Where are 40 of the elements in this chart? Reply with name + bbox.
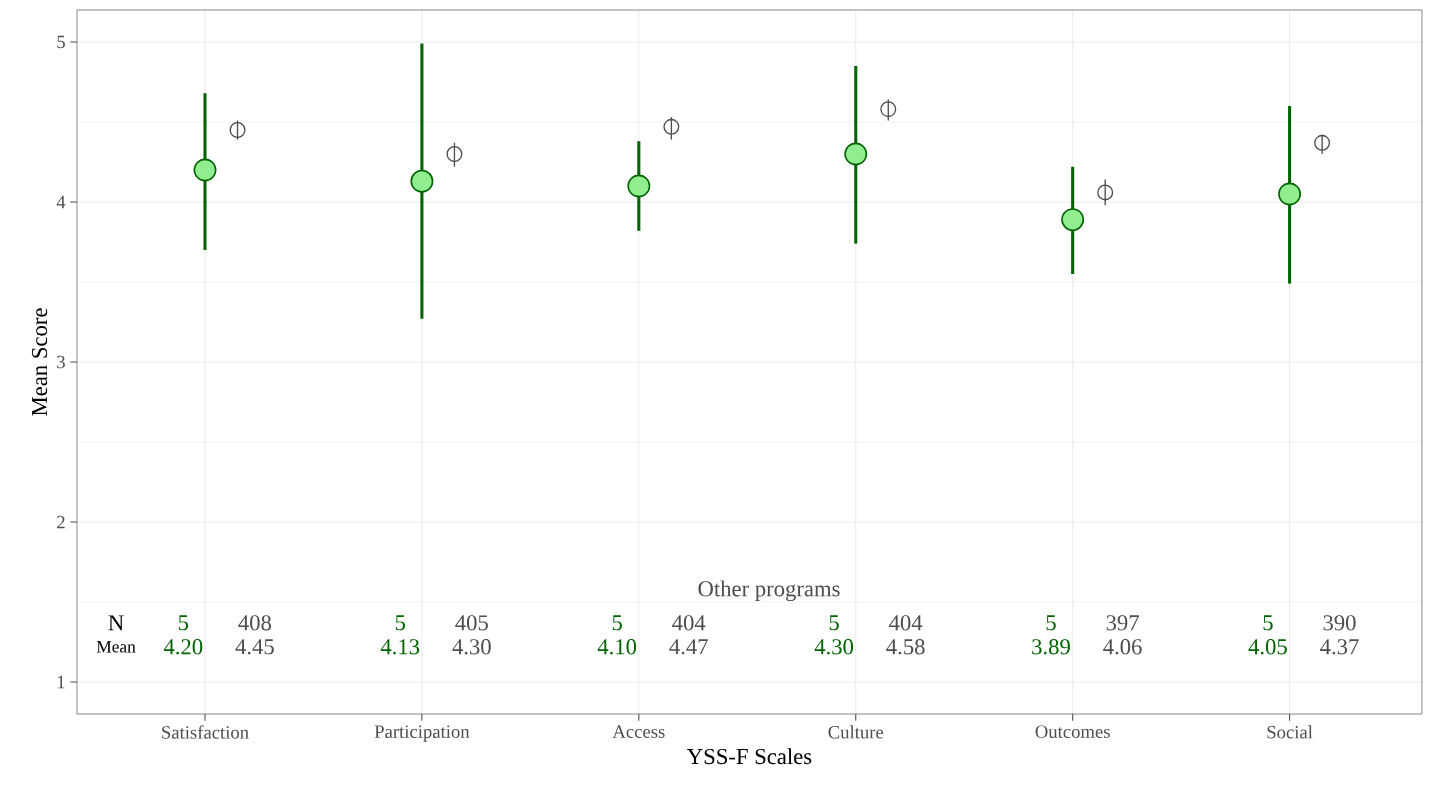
annotation: 4.37	[1320, 639, 1359, 655]
annotation: 4.20	[163, 639, 203, 655]
annotation: 404	[889, 615, 923, 631]
y-tick-label: 1	[57, 675, 65, 689]
y-tick-label: 5	[57, 35, 65, 49]
x-tick-label: Social	[1267, 725, 1313, 739]
annotation: 4.58	[886, 639, 925, 655]
annotation: 408	[238, 615, 272, 631]
y-tick-label: 3	[57, 355, 65, 369]
annotation: Mean	[96, 641, 136, 653]
annotation: 4.30	[814, 639, 854, 655]
annotation: 4.10	[597, 639, 637, 655]
annotation: 405	[455, 615, 488, 631]
annotation: 5	[395, 615, 405, 631]
annotation: 3.89	[1032, 639, 1070, 655]
annotation: 5	[612, 615, 622, 631]
annotation: N	[108, 615, 124, 631]
x-tick-label: Participation	[374, 725, 470, 742]
x-tick-label: Outcomes	[1035, 725, 1110, 738]
annotation: 390	[1323, 615, 1356, 631]
x-tick-label: Satisfaction	[162, 725, 249, 739]
y-tick-label: 4	[56, 195, 66, 209]
x-tick-label: Access	[612, 725, 665, 738]
y-tick-label: 2	[57, 515, 65, 529]
annotation: 4.30	[452, 639, 491, 655]
annotation: 4.45	[235, 639, 274, 655]
annotation: 4.06	[1103, 639, 1142, 655]
annotation: 4.13	[380, 639, 420, 655]
y-axis-title: Mean Score	[31, 308, 48, 416]
annotation: 4.47	[669, 639, 708, 655]
x-axis-title: YSS-F Scales	[687, 748, 812, 765]
annotation: 5	[178, 615, 189, 631]
annotation: 5	[829, 615, 839, 631]
annotation: 397	[1106, 615, 1139, 631]
annotation: 5	[1263, 615, 1273, 631]
text: Other programs	[698, 580, 840, 602]
annotation: 4.05	[1248, 639, 1287, 655]
annotation: 5	[1046, 615, 1056, 631]
x-tick-label: Culture	[828, 725, 884, 739]
annotation: 404	[672, 615, 706, 631]
